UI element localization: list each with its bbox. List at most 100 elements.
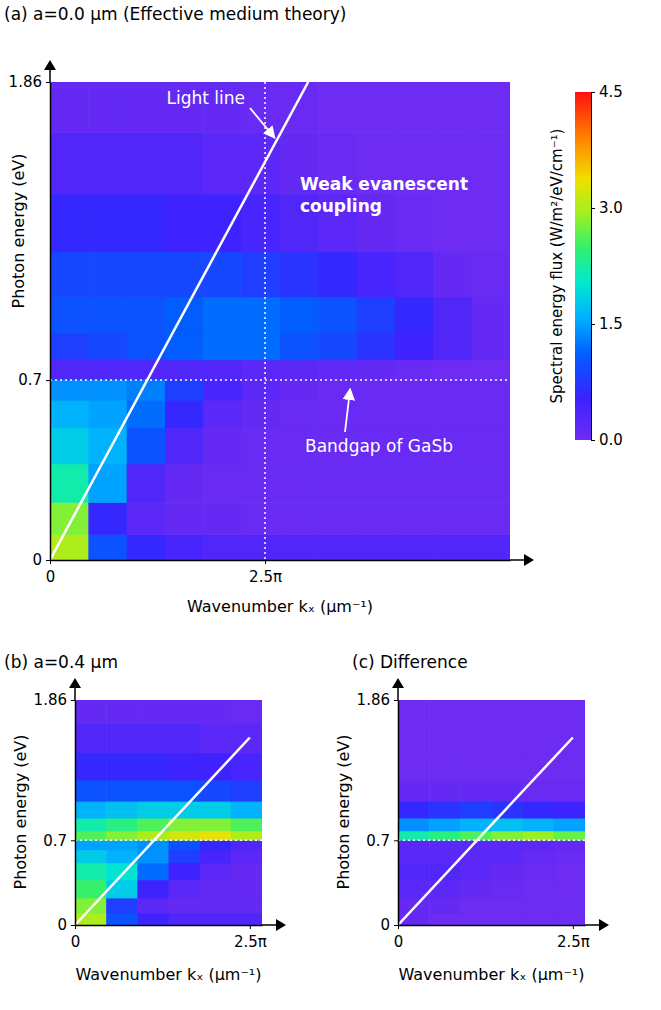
tick-mark: [394, 700, 398, 701]
heat-cell: [50, 194, 89, 252]
heat-cell: [523, 863, 555, 881]
heat-cell: [429, 753, 461, 781]
heat-cell: [75, 724, 107, 754]
tick-mark: [71, 700, 75, 701]
panel-title: (c) Difference: [352, 652, 468, 672]
heat-cell: [200, 780, 232, 802]
heat-cell: [106, 880, 138, 899]
tick-mark: [394, 840, 398, 841]
heat-cell: [429, 801, 461, 819]
tick-label: 3.0: [599, 199, 623, 217]
heat-cell: [357, 360, 396, 381]
annotation-arrow: [345, 390, 350, 432]
light-line: [50, 82, 308, 560]
heat-cell: [88, 333, 127, 361]
heat-cell: [554, 840, 585, 850]
heat-cell: [106, 863, 138, 881]
x-tick: 0: [394, 925, 404, 951]
heat-cell: [472, 428, 510, 465]
heat-cell: [492, 840, 524, 850]
heat-cell: [433, 379, 472, 400]
heat-cell: [554, 850, 585, 864]
heat-cell: [280, 534, 319, 560]
heat-cell: [523, 913, 555, 925]
tick-mark: [71, 925, 75, 926]
heat-cell: [472, 379, 510, 400]
heat-cell: [242, 297, 281, 334]
heat-cell: [165, 428, 204, 465]
heat-cell: [106, 724, 138, 754]
heat-cell: [429, 863, 461, 881]
y-axis-line: [398, 701, 400, 926]
heat-cell: [200, 840, 232, 850]
tick-mark: [46, 380, 50, 381]
heat-cell: [318, 82, 357, 133]
heat-cell: [398, 863, 430, 881]
heat-cell: [429, 880, 461, 899]
tick-label: 2.5π: [249, 568, 282, 586]
heat-cell: [75, 863, 107, 881]
heat-cell: [75, 801, 107, 819]
heat-cell: [88, 194, 127, 252]
x-axis: 02.5π: [394, 925, 590, 951]
tick-mark: [591, 92, 595, 93]
heat-cell: [169, 801, 201, 819]
heat-cell: [106, 818, 138, 831]
heat-cell: [433, 464, 472, 503]
heat-cell: [280, 502, 319, 535]
heat-cell: [88, 428, 127, 465]
heat-cell: [200, 753, 232, 781]
heat-cell: [165, 132, 204, 194]
heat-cell: [203, 400, 242, 428]
heat-cell: [492, 831, 524, 841]
heat-cell: [50, 132, 89, 194]
heat-cell: [127, 194, 166, 252]
heat-cell: [395, 400, 434, 428]
heat-cell: [75, 850, 107, 864]
heat-cell: [472, 194, 510, 252]
heat-cell: [137, 898, 169, 914]
heat-cell: [127, 400, 166, 428]
heat-cell: [200, 863, 232, 881]
heat-cell: [395, 297, 434, 334]
heat-cell: [106, 753, 138, 781]
y-axis: 00.71.86: [9, 73, 51, 569]
heat-cell: [231, 840, 262, 850]
heat-cell: [433, 194, 472, 252]
heat-cell: [50, 82, 89, 133]
heat-cell: [137, 724, 169, 754]
heat-cell: [231, 850, 262, 864]
heat-cell: [203, 333, 242, 361]
tick-label: 0: [46, 568, 56, 586]
heat-cell: [395, 502, 434, 535]
heat-cell: [127, 360, 166, 381]
heat-cell: [169, 913, 201, 925]
heat-cell: [106, 801, 138, 819]
heat-cell: [318, 379, 357, 400]
tick-label: 0.7: [18, 371, 42, 389]
heat-cell: [492, 801, 524, 819]
tick-mark: [591, 440, 595, 441]
heat-cell: [357, 82, 396, 133]
heat-cell: [472, 252, 510, 298]
x-axis-arrow-head: [524, 554, 534, 566]
bandgap-line: [75, 840, 262, 842]
heat-cell: [429, 818, 461, 831]
heat-cell: [318, 464, 357, 503]
heat-cell: [429, 724, 461, 754]
tick-mark: [50, 560, 51, 564]
heat-cell: [554, 801, 585, 819]
tick-mark: [265, 560, 266, 564]
heat-cell: [231, 831, 262, 841]
x-tick: 2.5π: [234, 925, 267, 951]
panel-title: (b) a=0.4 μm: [4, 652, 118, 672]
heat-cell: [523, 724, 555, 754]
heat-cell: [523, 780, 555, 802]
colorbar-tick: 0.0: [591, 431, 623, 449]
heat-cell: [200, 801, 232, 819]
heat-cell: [395, 464, 434, 503]
heat-cell: [169, 700, 201, 724]
panel-title: (a) a=0.0 μm (Effective medium theory): [4, 4, 346, 24]
y-tick: 0: [32, 551, 50, 569]
heat-cell: [472, 297, 510, 334]
